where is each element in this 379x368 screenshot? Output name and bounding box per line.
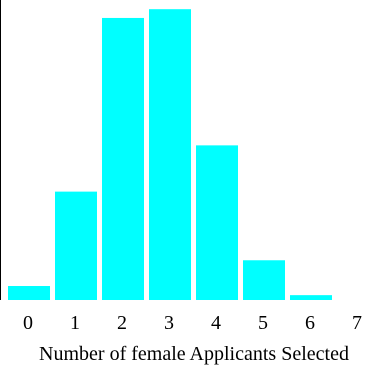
x-axis-label: Number of female Applicants Selected	[39, 343, 349, 365]
x-tick-label-6: 6	[305, 312, 315, 334]
x-tick-label-7: 7	[352, 312, 362, 334]
bar-3	[149, 9, 191, 301]
x-tick-labels: 0 1 2 3 4 5 6 7	[23, 312, 362, 334]
bar-1	[55, 191, 97, 300]
bar-0	[8, 286, 50, 300]
bar-5	[243, 260, 285, 300]
bar-2	[102, 17, 144, 300]
x-tick-label-0: 0	[23, 312, 33, 334]
x-tick-label-5: 5	[258, 312, 268, 334]
bars	[8, 9, 332, 301]
x-tick-label-1: 1	[70, 312, 80, 334]
x-tick-label-3: 3	[164, 312, 174, 334]
x-tick-label-2: 2	[117, 312, 127, 334]
bar-6	[290, 295, 332, 300]
bar-4	[196, 145, 238, 300]
x-tick-label-4: 4	[211, 312, 221, 334]
